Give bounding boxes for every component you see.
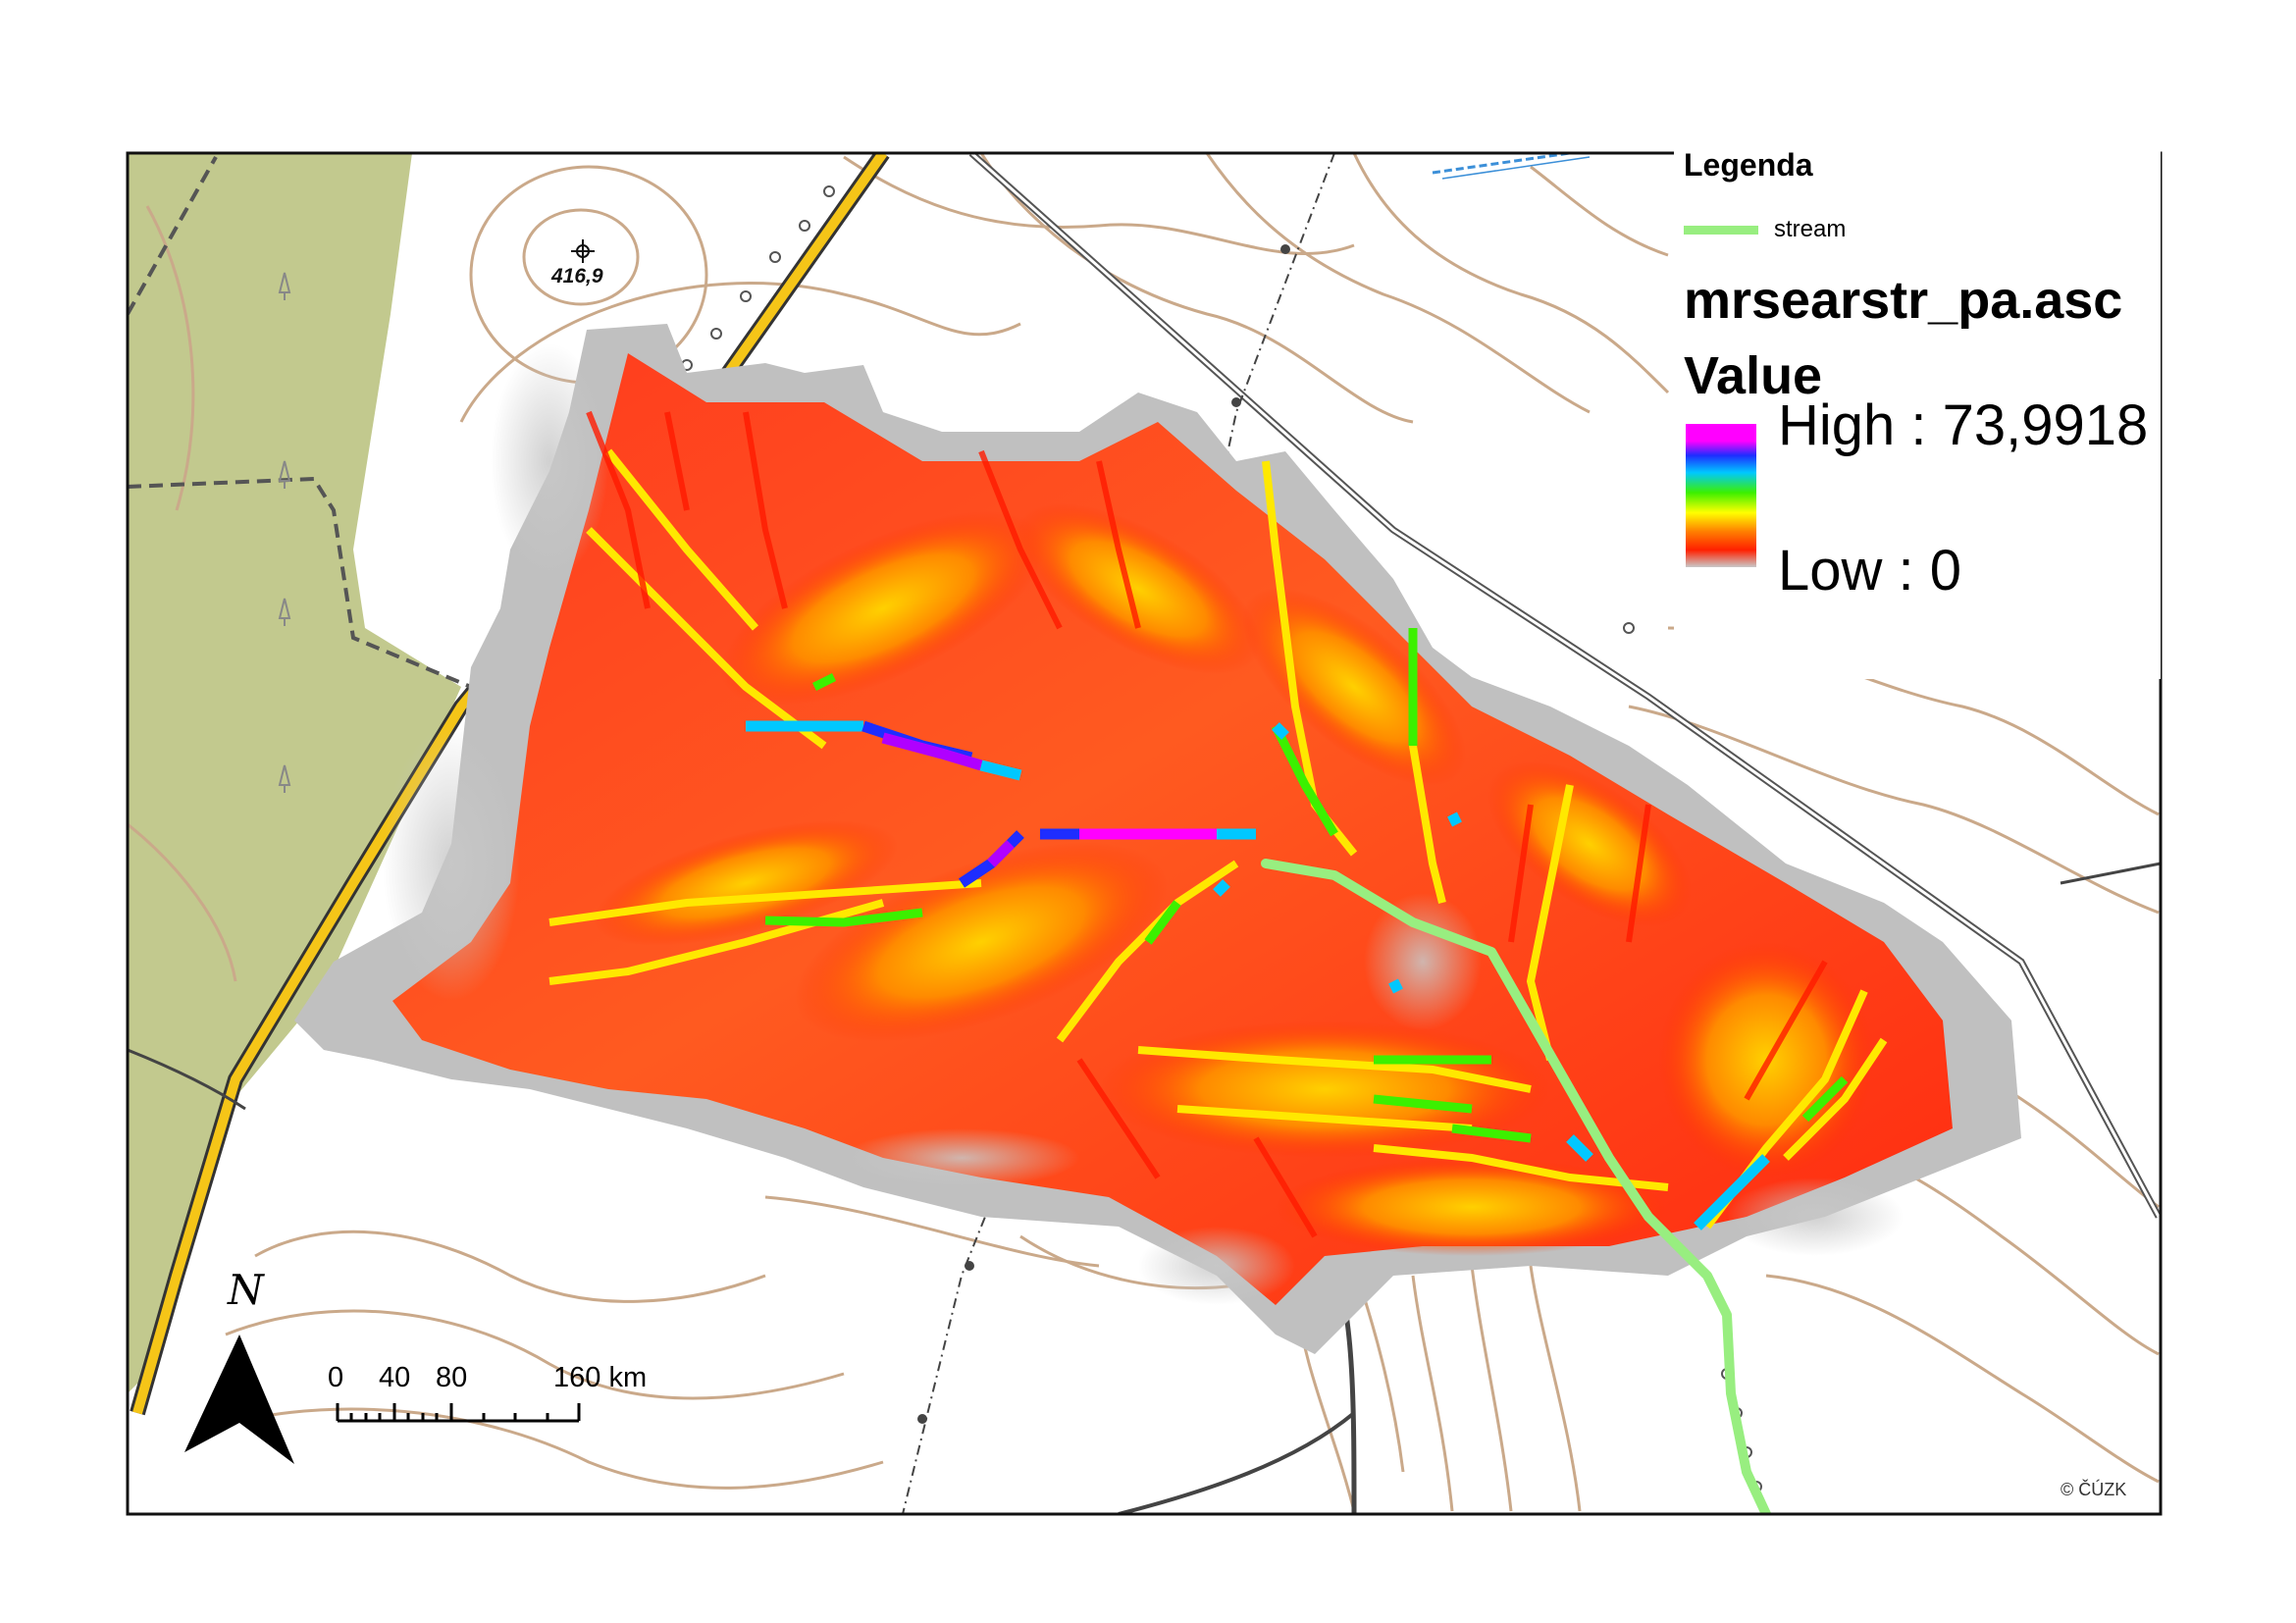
legend-stream-swatch xyxy=(1684,226,1758,235)
scale-label-0: 0 xyxy=(328,1362,344,1393)
copyright-label: © ČÚZK xyxy=(2061,1480,2127,1499)
legend-high-label: High : 73,9918 xyxy=(1778,393,2149,457)
north-arrow-icon xyxy=(184,1335,294,1464)
scale-label-80: 80 xyxy=(436,1362,468,1393)
legend-value-heading: Value xyxy=(1684,346,1823,405)
boundary-dashed xyxy=(128,156,472,689)
forest-area xyxy=(128,153,461,1393)
legend-low-label: Low : 0 xyxy=(1778,539,1961,602)
power-line-poles xyxy=(917,244,1290,1424)
legend-color-ramp xyxy=(1686,424,1756,567)
trig-point-icon xyxy=(571,239,595,263)
legend-title: Legenda xyxy=(1684,147,1813,183)
scale-label-40: 40 xyxy=(379,1362,411,1393)
north-label: N xyxy=(228,1266,264,1314)
scale-label-160: 160 km xyxy=(553,1362,648,1393)
spot-height-label: 416,9 xyxy=(551,265,603,288)
forest-symbols xyxy=(278,272,291,793)
scale-bar xyxy=(336,1403,581,1423)
legend-layer-name: mrsearstr_pa.asc xyxy=(1684,271,2123,330)
contour-lines xyxy=(128,153,2160,1512)
map-frame xyxy=(126,151,2163,1516)
legend-stream-label: stream xyxy=(1774,216,1847,242)
stream-line xyxy=(1261,859,1771,1514)
